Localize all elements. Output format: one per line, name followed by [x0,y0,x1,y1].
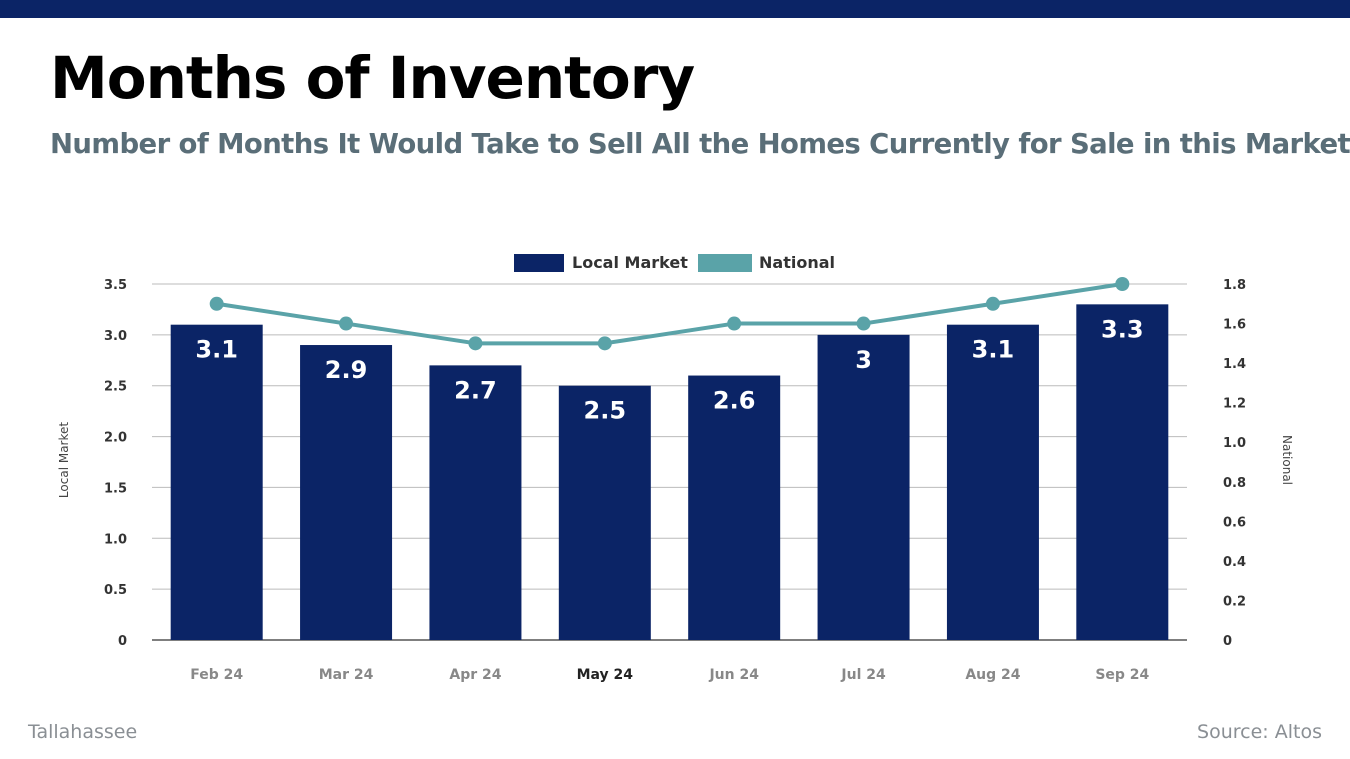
bar-data-label: 3.1 [195,336,238,364]
x-tick-label: Feb 24 [190,667,243,683]
y-right-tick-label: 0.2 [1223,594,1246,609]
y-right-tick-label: 1.6 [1223,318,1246,333]
x-tick-label: Aug 24 [965,667,1020,683]
bar-local-market [688,375,781,640]
national-point [985,296,1000,311]
bar-local-market [946,324,1039,640]
y-left-axis-title: Local Market [57,422,71,498]
x-tick-label: May 24 [577,667,634,683]
y-left-tick-label: 3.0 [104,329,127,344]
y-right-axis-title: National [1280,435,1294,485]
bar-data-label: 2.6 [713,387,756,415]
y-right-tick-label: 1.4 [1223,357,1246,372]
y-left-tick-label: 1.0 [104,532,127,547]
bar-data-label: 3.1 [972,336,1015,364]
bar-data-label: 2.5 [584,397,627,425]
legend-swatch-national [698,254,752,272]
x-tick-label: Jun 24 [708,667,759,683]
x-tick-label: Jul 24 [840,667,886,683]
bar-data-label: 2.9 [325,356,368,384]
y-left-tick-label: 2.0 [104,431,127,446]
bar-local-market [817,334,910,640]
location-label: Tallahassee [28,721,138,743]
national-point [209,296,224,311]
bar-data-label: 3.3 [1101,315,1144,343]
national-point [597,336,612,351]
legend-label-local-market: Local Market [572,253,688,272]
top-accent-bar [0,0,1350,18]
bar-local-market [429,365,522,640]
bar-data-label: 3 [855,346,872,374]
y-right-tick-label: 0.4 [1223,555,1246,570]
source-label: Source: Altos [1197,721,1322,743]
national-point [468,336,483,351]
page-title: Months of Inventory [50,44,695,112]
bar-local-market [170,324,263,640]
national-point [727,316,742,331]
y-left-tick-label: 1.5 [104,481,127,496]
y-right-tick-label: 0.6 [1223,515,1246,530]
y-right-tick-label: 0 [1223,634,1232,649]
national-point [1115,277,1130,291]
national-point [856,316,871,331]
x-tick-label: Sep 24 [1095,667,1149,683]
bar-local-market [300,345,393,640]
bar-local-market [1076,304,1169,640]
y-left-tick-label: 0 [118,634,127,649]
y-left-tick-label: 0.5 [104,583,127,598]
y-right-tick-label: 1.0 [1223,436,1246,451]
legend-swatch-local-market [514,254,564,272]
national-point [339,316,354,331]
y-right-tick-label: 0.8 [1223,476,1246,491]
bar-local-market [558,385,651,640]
y-right-tick-label: 1.8 [1223,278,1246,293]
bar-data-label: 2.7 [454,376,497,404]
legend-label-national: National [759,253,835,272]
x-tick-label: Apr 24 [449,667,501,683]
y-left-tick-label: 2.5 [104,380,127,395]
y-left-tick-label: 3.5 [104,278,127,293]
x-tick-label: Mar 24 [319,667,374,683]
page-subtitle: Number of Months It Would Take to Sell A… [50,128,1350,160]
y-right-tick-label: 1.2 [1223,397,1246,412]
national-series-line [216,282,1123,346]
